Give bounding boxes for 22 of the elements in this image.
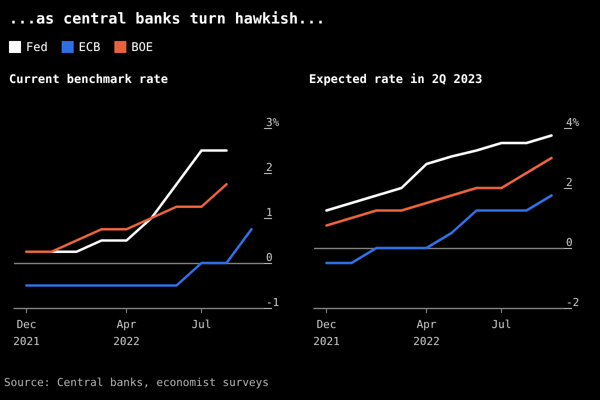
y-tick-label: 1 bbox=[266, 206, 273, 219]
y-tick-label: -1 bbox=[266, 296, 280, 309]
y-tick-label: 0 bbox=[266, 251, 273, 264]
y-tick-label: 4% bbox=[566, 116, 580, 129]
source-note: Source: Central banks, economist surveys bbox=[4, 376, 269, 389]
y-tick-label: 2 bbox=[266, 161, 273, 174]
x-tick-label: Dec 2021 bbox=[13, 318, 40, 348]
x-tick-label: Apr 2022 bbox=[113, 318, 140, 348]
legend-label: Fed bbox=[26, 40, 48, 54]
chart-title: ...as central banks turn hawkish... bbox=[9, 10, 326, 28]
chart-title: Expected rate in 2Q 2023 bbox=[309, 72, 482, 86]
x-tick-label: Apr 2022 bbox=[413, 318, 440, 348]
x-tick-label: Dec 2021 bbox=[313, 318, 340, 348]
legend-label: BOE bbox=[131, 40, 154, 54]
y-tick-label: 0 bbox=[566, 236, 573, 249]
y-tick-label: 2 bbox=[566, 176, 573, 189]
x-tick-label: Jul bbox=[192, 318, 212, 331]
legend-label: ECB bbox=[78, 40, 100, 54]
x-tick-label: Jul bbox=[492, 318, 512, 331]
y-tick-label: -2 bbox=[566, 296, 580, 309]
y-tick-label: 3% bbox=[266, 116, 280, 129]
chart-subtitle: Current benchmark rate bbox=[9, 72, 168, 86]
